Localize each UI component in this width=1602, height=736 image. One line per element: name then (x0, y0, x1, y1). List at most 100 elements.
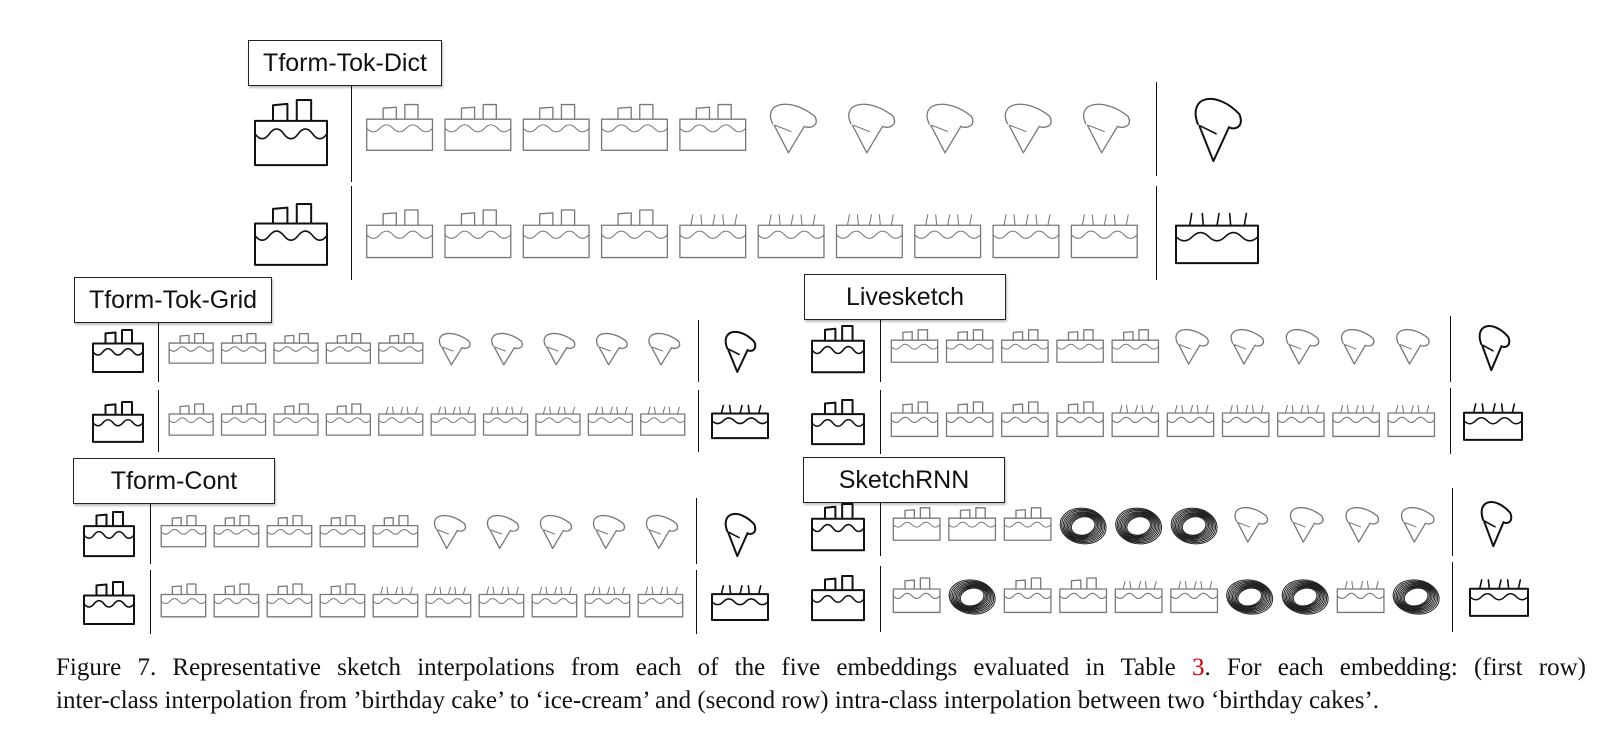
interpolated-sketch (890, 401, 939, 438)
interpolated-sketch (835, 214, 903, 259)
panel-title-livesketch: Livesketch (804, 274, 1006, 320)
interpolated-sketch (1114, 580, 1163, 614)
interpolated-sketch (1083, 103, 1130, 154)
interpolated-sketch (378, 332, 424, 364)
interpolated-sketch (892, 577, 941, 614)
interpolated-sketch (522, 103, 590, 151)
interpolated-sketch (1332, 404, 1380, 438)
interpolated-sketch (600, 209, 669, 259)
interpolated-sketch (1400, 507, 1435, 543)
interpolated-sketch (372, 586, 419, 618)
birthday-cake-sketch (811, 575, 865, 622)
divider (880, 566, 881, 632)
interpolated-sketch (1170, 507, 1218, 545)
divider (880, 390, 881, 454)
divider (1156, 186, 1157, 280)
ice-cream-sketch (724, 513, 757, 558)
interpolated-sketch (1004, 103, 1052, 154)
interpolated-sketch (1003, 507, 1052, 541)
interpolated-sketch (319, 515, 366, 548)
panel-title-tform-tok-dict: Tform-Tok-Dict (248, 40, 442, 86)
birthday-cake-sketch (811, 325, 865, 374)
figure-caption: Figure 7. Representative sketch interpol… (56, 651, 1586, 717)
interpolated-sketch (1392, 579, 1440, 615)
interpolated-sketch (1285, 329, 1320, 365)
interpolated-sketch (1111, 404, 1160, 438)
birthday-cake-sketch (1463, 403, 1523, 441)
interpolated-sketch (491, 332, 523, 366)
ice-cream-sketch (1478, 325, 1511, 372)
divider (1450, 316, 1451, 382)
ice-cream-sketch (1194, 97, 1242, 163)
interpolated-sketch (926, 103, 974, 154)
divider (698, 390, 699, 452)
interpolated-sketch (1115, 507, 1162, 545)
interpolated-sketch (213, 583, 260, 618)
ice-cream-sketch (1480, 501, 1513, 548)
interpolated-sketch (1387, 404, 1436, 438)
interpolated-sketch (592, 514, 626, 550)
birthday-cake-sketch (1469, 579, 1529, 617)
birthday-cake-sketch (254, 203, 328, 266)
divider (351, 84, 352, 182)
interpolated-sketch (1001, 329, 1049, 363)
interpolated-sketch (992, 214, 1060, 259)
table-reference-link[interactable]: 3 (1191, 654, 1205, 681)
divider (158, 390, 159, 452)
birthday-cake-sketch (811, 399, 865, 446)
interpolated-sketch (220, 332, 267, 364)
ice-cream-sketch (724, 330, 757, 373)
interpolated-sketch (273, 332, 319, 364)
interpolated-sketch (595, 332, 628, 366)
birthday-cake-sketch (1175, 212, 1259, 265)
interpolated-sketch (640, 406, 686, 436)
caption-line2: inter-class interpolation from ’birthday… (56, 687, 1380, 714)
interpolated-sketch (430, 406, 476, 436)
interpolated-sketch (1175, 329, 1209, 365)
interpolated-sketch (948, 579, 996, 615)
divider (150, 502, 151, 564)
interpolated-sketch (1281, 579, 1329, 615)
divider (1452, 562, 1453, 632)
interpolated-sketch (1345, 507, 1380, 543)
interpolated-sketch (366, 209, 434, 259)
interpolated-sketch (372, 515, 419, 548)
interpolated-sketch (486, 514, 520, 550)
interpolated-sketch (1059, 577, 1108, 614)
divider (1452, 488, 1453, 556)
interpolated-sketch (438, 332, 471, 366)
divider (880, 318, 881, 382)
interpolated-sketch (535, 406, 581, 436)
birthday-cake-sketch (92, 329, 144, 373)
panel-title-tform-cont: Tform-Cont (73, 458, 275, 504)
divider (158, 322, 159, 382)
interpolated-sketch (679, 103, 747, 151)
interpolated-sketch (444, 103, 512, 151)
birthday-cake-sketch (711, 404, 769, 440)
birthday-cake-sketch (92, 401, 144, 443)
interpolated-sketch (266, 515, 313, 548)
interpolated-sketch (945, 329, 994, 363)
interpolated-sketch (273, 403, 319, 436)
interpolated-sketch (1111, 329, 1160, 363)
divider (880, 500, 881, 556)
interpolated-sketch (325, 403, 372, 436)
interpolated-sketch (637, 586, 684, 618)
interpolated-sketch (648, 332, 681, 366)
interpolated-sketch (1396, 329, 1430, 365)
interpolated-sketch (1289, 507, 1324, 543)
birthday-cake-sketch (83, 511, 135, 558)
divider (150, 570, 151, 634)
interpolated-sketch (645, 514, 679, 550)
caption-line1-suffix: . For each embedding: (first row) (1204, 654, 1586, 681)
interpolated-sketch (160, 515, 207, 548)
interpolated-sketch (1059, 507, 1107, 545)
birthday-cake-sketch (83, 581, 135, 625)
interpolated-sketch (319, 583, 366, 618)
panel-title-sketchrnn: SketchRNN (803, 457, 1005, 503)
interpolated-sketch (1056, 329, 1104, 363)
divider (351, 186, 352, 280)
interpolated-sketch (945, 401, 994, 438)
interpolated-sketch (1277, 404, 1325, 438)
interpolated-sketch (890, 329, 939, 363)
